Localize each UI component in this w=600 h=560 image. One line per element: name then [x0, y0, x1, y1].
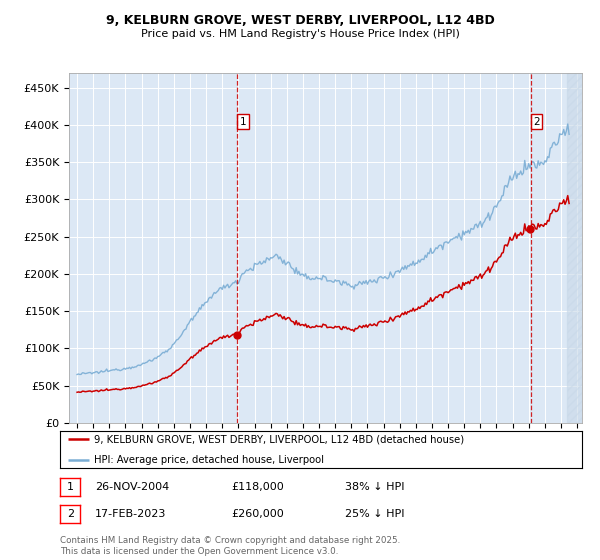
Text: 2: 2 [533, 116, 540, 127]
Text: 1: 1 [67, 482, 74, 492]
Text: 17-FEB-2023: 17-FEB-2023 [95, 509, 166, 519]
Text: 1: 1 [239, 116, 246, 127]
Text: 2: 2 [67, 509, 74, 519]
Text: 9, KELBURN GROVE, WEST DERBY, LIVERPOOL, L12 4BD: 9, KELBURN GROVE, WEST DERBY, LIVERPOOL,… [106, 14, 494, 27]
Text: 38% ↓ HPI: 38% ↓ HPI [345, 482, 404, 492]
Text: £118,000: £118,000 [231, 482, 284, 492]
Text: Contains HM Land Registry data © Crown copyright and database right 2025.
This d: Contains HM Land Registry data © Crown c… [60, 536, 400, 556]
Text: 26-NOV-2004: 26-NOV-2004 [95, 482, 169, 492]
Text: 25% ↓ HPI: 25% ↓ HPI [345, 509, 404, 519]
Bar [568, 73, 582, 423]
Text: 9, KELBURN GROVE, WEST DERBY, LIVERPOOL, L12 4BD (detached house): 9, KELBURN GROVE, WEST DERBY, LIVERPOOL,… [94, 434, 464, 444]
Text: £260,000: £260,000 [231, 509, 284, 519]
Text: HPI: Average price, detached house, Liverpool: HPI: Average price, detached house, Live… [94, 455, 324, 465]
Text: Price paid vs. HM Land Registry's House Price Index (HPI): Price paid vs. HM Land Registry's House … [140, 29, 460, 39]
